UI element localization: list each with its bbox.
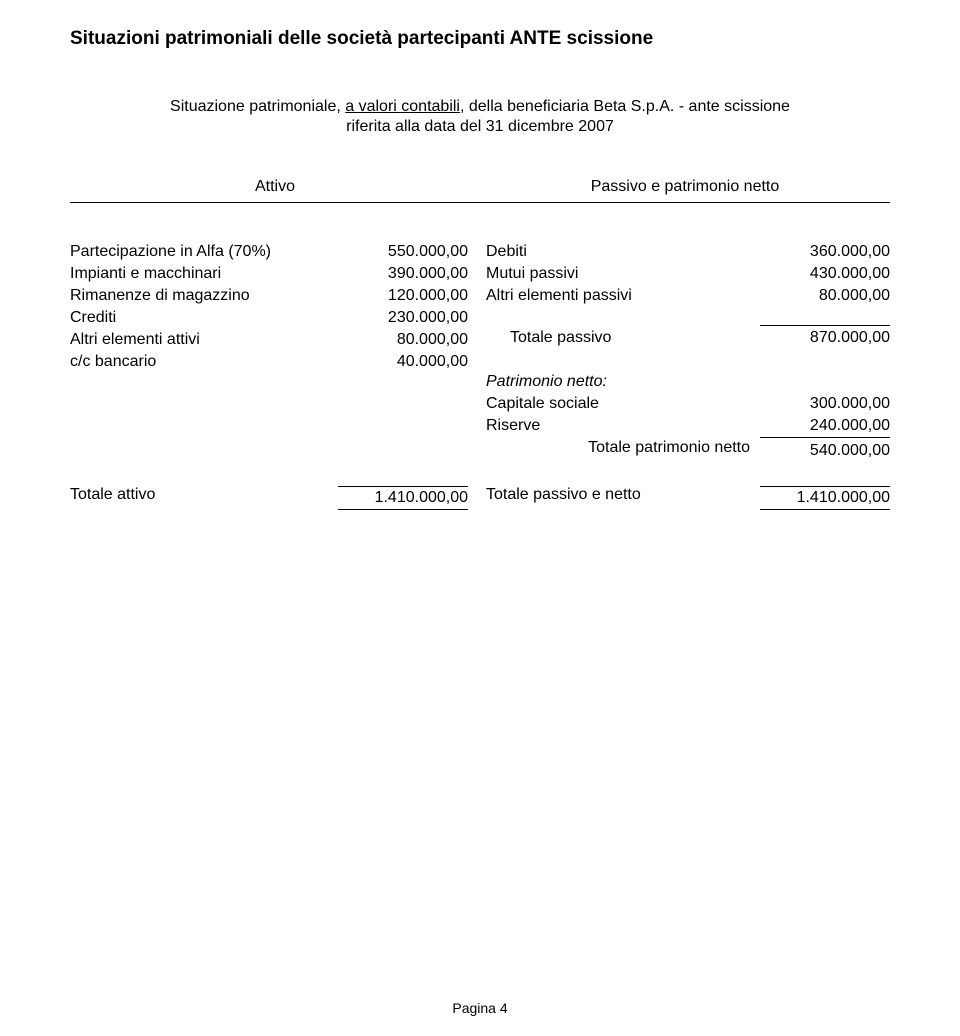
attivo-value: 550.000,00 <box>338 241 468 263</box>
passivo-value: 80.000,00 <box>760 285 890 307</box>
attivo-label: c/c bancario <box>70 351 338 373</box>
attivo-label: Crediti <box>70 307 338 329</box>
passivo-row: Altri elementi passivi 80.000,00 <box>486 285 890 307</box>
passivo-value: 360.000,00 <box>760 241 890 263</box>
subtitle-line1: Situazione patrimoniale, a valori contab… <box>70 98 890 116</box>
patrimonio-row: Capitale sociale 300.000,00 <box>486 393 890 415</box>
totale-attivo-value: 1.410.000,00 <box>338 486 468 510</box>
totale-passivo-netto-row: Totale passivo e netto 1.410.000,00 <box>480 486 890 510</box>
attivo-row: Rimanenze di magazzino 120.000,00 <box>70 285 468 307</box>
totale-attivo-row: Totale attivo 1.410.000,00 <box>70 486 480 510</box>
subtitle-suffix: , della beneficiaria Beta S.p.A. - ante … <box>460 98 790 115</box>
totale-attivo-label: Totale attivo <box>70 486 338 510</box>
passivo-row: Debiti 360.000,00 <box>486 241 890 263</box>
totale-passivo-netto-label: Totale passivo e netto <box>486 486 760 510</box>
totale-patrimonio-label: Totale patrimonio netto <box>486 437 760 462</box>
header-attivo: Attivo <box>70 178 480 196</box>
totale-passivo-block: Totale passivo 870.000,00 <box>486 325 890 347</box>
passivo-label: Debiti <box>486 241 760 263</box>
patrimonio-label: Riserve <box>486 415 760 437</box>
header-passivo: Passivo e patrimonio netto <box>480 178 890 196</box>
attivo-column: Partecipazione in Alfa (70%) 550.000,00 … <box>70 241 480 462</box>
subtitle-line2: riferita alla data del 31 dicembre 2007 <box>70 118 890 136</box>
page-number: Pagina 4 <box>0 1000 960 1016</box>
attivo-row: Impianti e macchinari 390.000,00 <box>70 263 468 285</box>
table-body: Partecipazione in Alfa (70%) 550.000,00 … <box>70 241 890 462</box>
totale-passivo-label: Totale passivo <box>510 329 760 347</box>
attivo-label: Impianti e macchinari <box>70 263 338 285</box>
attivo-label: Rimanenze di magazzino <box>70 285 338 307</box>
totale-passivo-netto-value: 1.410.000,00 <box>760 486 890 510</box>
passivo-column: Debiti 360.000,00 Mutui passivi 430.000,… <box>480 241 890 462</box>
patrimonio-label: Capitale sociale <box>486 393 760 415</box>
attivo-value: 80.000,00 <box>338 329 468 351</box>
patrimonio-value: 240.000,00 <box>760 415 890 437</box>
patrimonio-row: Riserve 240.000,00 <box>486 415 890 437</box>
subtitle-underlined: a valori contabili <box>345 98 460 115</box>
passivo-label: Mutui passivi <box>486 263 760 285</box>
patrimonio-value: 300.000,00 <box>760 393 890 415</box>
attivo-value: 120.000,00 <box>338 285 468 307</box>
patrimonio-heading: Patrimonio netto: <box>486 373 890 391</box>
attivo-value: 40.000,00 <box>338 351 468 373</box>
attivo-row: Partecipazione in Alfa (70%) 550.000,00 <box>70 241 468 263</box>
attivo-value: 390.000,00 <box>338 263 468 285</box>
totale-patrimonio-value: 540.000,00 <box>760 437 890 462</box>
attivo-label: Partecipazione in Alfa (70%) <box>70 241 338 263</box>
totale-passivo-value: 870.000,00 <box>760 325 890 347</box>
passivo-value: 430.000,00 <box>760 263 890 285</box>
attivo-row: c/c bancario 40.000,00 <box>70 351 468 373</box>
subtitle-prefix: Situazione patrimoniale, <box>170 98 345 115</box>
main-title: Situazioni patrimoniali delle società pa… <box>70 28 890 50</box>
totale-patrimonio-row: Totale patrimonio netto 540.000,00 <box>486 437 890 462</box>
attivo-row: Crediti 230.000,00 <box>70 307 468 329</box>
attivo-value: 230.000,00 <box>338 307 468 329</box>
totals-row: Totale attivo 1.410.000,00 Totale passiv… <box>70 486 890 510</box>
table-header: Attivo Passivo e patrimonio netto <box>70 178 890 203</box>
passivo-label: Altri elementi passivi <box>486 285 760 307</box>
attivo-row: Altri elementi attivi 80.000,00 <box>70 329 468 351</box>
passivo-row: Mutui passivi 430.000,00 <box>486 263 890 285</box>
attivo-label: Altri elementi attivi <box>70 329 338 351</box>
